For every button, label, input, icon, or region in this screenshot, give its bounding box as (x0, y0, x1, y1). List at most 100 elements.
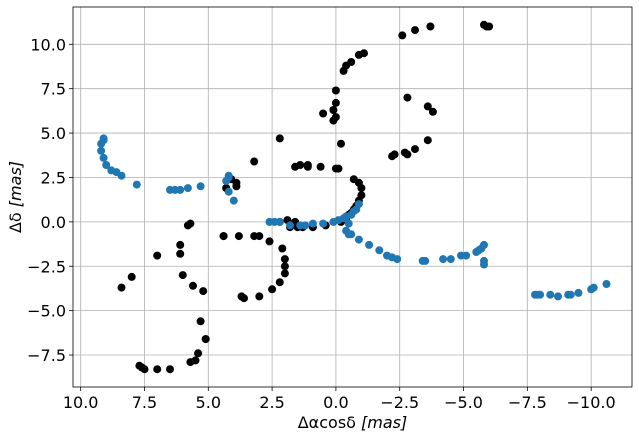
data-point-black (176, 240, 185, 249)
data-point-blue (602, 280, 611, 288)
data-point-blue (132, 180, 141, 189)
data-point-black (265, 237, 274, 246)
data-point-blue (196, 182, 205, 191)
x-axis-ticks: 10.0 7.5 5.0 2.5 0.0 −2.5 −5.0 −7.5 −10.0 (63, 387, 616, 412)
data-point-black (331, 98, 340, 107)
y-axis-ticks: −7.5 −5.0 −2.5 0.0 2.5 5.0 7.5 10.0 (27, 35, 73, 365)
data-point-blue (589, 283, 598, 292)
data-point-black (234, 232, 243, 241)
data-point-black (232, 182, 241, 191)
data-point-blue (480, 240, 488, 249)
data-point-blue (224, 187, 233, 196)
data-point-blue (554, 292, 562, 301)
x-tick-label: −5.0 (444, 393, 483, 412)
data-point-blue (365, 240, 374, 249)
data-point-blue (275, 217, 284, 226)
data-point-black (153, 251, 162, 260)
y-tick-label: 10.0 (30, 35, 66, 54)
data-point-blue (222, 177, 231, 185)
data-point-blue (480, 260, 488, 269)
data-point-blue (536, 290, 545, 299)
data-point-blue (102, 161, 111, 169)
data-point-blue (97, 146, 106, 155)
y-tick-label: 7.5 (41, 80, 66, 99)
data-point-black (176, 249, 185, 258)
data-point-black (196, 317, 205, 326)
data-point-black (331, 86, 340, 95)
data-point-black (275, 134, 284, 143)
data-point-black (237, 292, 246, 301)
x-tick-label: −2.5 (380, 393, 419, 412)
data-point-black (280, 269, 289, 278)
data-point-black (390, 150, 399, 159)
data-point-black (331, 164, 340, 173)
y-axis-label: Δδ [mas] (6, 161, 25, 233)
data-point-blue (229, 196, 238, 205)
data-point-black (153, 365, 162, 374)
data-point-black (250, 157, 259, 166)
x-tick-label: 7.5 (132, 393, 157, 412)
data-point-black (360, 49, 368, 58)
data-point-blue (439, 255, 448, 264)
y-tick-label: 0.0 (41, 213, 66, 232)
data-point-blue (97, 139, 106, 148)
data-point-blue (393, 255, 402, 264)
data-point-blue (344, 219, 353, 228)
data-point-black (186, 219, 195, 228)
data-point-black (199, 287, 208, 296)
data-point-blue (176, 185, 185, 194)
data-point-black (303, 162, 312, 171)
data-point-blue (546, 290, 555, 299)
data-point-black (316, 162, 325, 171)
x-tick-label: 2.5 (259, 393, 284, 412)
y-tick-label: 2.5 (41, 168, 66, 187)
data-point-blue (99, 153, 108, 162)
data-point-black (349, 175, 358, 184)
x-tick-label: −10.0 (567, 393, 616, 412)
data-point-black (268, 285, 277, 294)
data-point-black (403, 150, 412, 159)
data-point-black (428, 107, 437, 116)
data-point-black (117, 283, 126, 292)
data-point-blue (566, 290, 575, 299)
data-point-black (485, 22, 494, 31)
plot-frame (72, 6, 633, 388)
data-point-blue (446, 255, 455, 264)
data-point-blue (462, 251, 471, 260)
data-point-black (219, 232, 228, 241)
data-point-black (255, 292, 264, 301)
data-point-blue (347, 230, 356, 239)
data-point-black (166, 365, 174, 374)
data-point-blue (354, 235, 363, 244)
data-point-black (423, 136, 432, 145)
data-point-black (329, 116, 338, 125)
data-point-black (357, 191, 366, 200)
data-point-black (319, 109, 328, 118)
data-point-blue (286, 221, 294, 230)
data-point-black (194, 349, 203, 358)
y-tick-label: −5.0 (27, 302, 66, 321)
x-axis-label: Δαcosδ [mas] (298, 413, 408, 432)
data-point-blue (319, 219, 328, 228)
data-point-black (398, 31, 407, 40)
x-tick-label: 0.0 (323, 393, 348, 412)
data-point-black (201, 335, 210, 344)
y-tick-label: −7.5 (27, 346, 66, 365)
y-tick-label: 5.0 (41, 124, 66, 143)
data-point-black (127, 272, 136, 281)
x-tick-label: 5.0 (196, 393, 221, 412)
data-point-blue (301, 221, 310, 230)
data-point-black (426, 22, 435, 31)
data-point-blue (421, 256, 430, 265)
data-point-black (250, 232, 259, 241)
data-point-blue (375, 246, 384, 255)
data-point-black (411, 145, 419, 154)
data-point-black (178, 271, 187, 280)
x-tick-label: 10.0 (63, 393, 99, 412)
data-point-black (337, 139, 345, 148)
data-point-black (140, 365, 149, 374)
data-point-blue (117, 171, 126, 180)
data-point-blue (308, 219, 317, 228)
data-point-black (403, 93, 412, 102)
